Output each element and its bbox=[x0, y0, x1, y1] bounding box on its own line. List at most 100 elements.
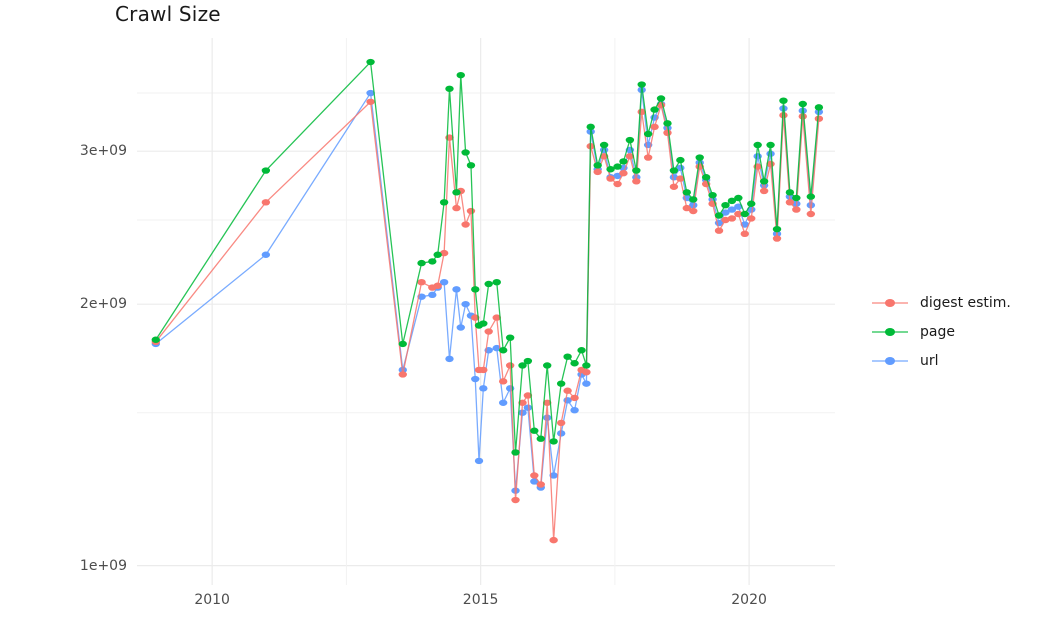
data-point bbox=[785, 189, 795, 196]
data-point bbox=[727, 215, 737, 222]
data-point bbox=[484, 280, 493, 288]
data-point bbox=[556, 430, 566, 437]
data-point bbox=[479, 320, 488, 327]
data-point bbox=[518, 409, 527, 416]
data-point bbox=[625, 136, 635, 144]
data-point bbox=[637, 81, 646, 88]
data-point bbox=[593, 162, 602, 169]
data-point bbox=[650, 106, 659, 113]
data-point bbox=[689, 207, 698, 215]
data-point bbox=[663, 120, 672, 127]
data-point bbox=[714, 227, 724, 234]
data-point bbox=[619, 170, 628, 177]
data-point bbox=[806, 210, 816, 218]
y-tick-label: 1e+09 bbox=[79, 557, 127, 574]
data-point bbox=[549, 438, 558, 445]
data-point bbox=[471, 314, 480, 321]
data-point bbox=[593, 168, 602, 176]
data-point bbox=[708, 191, 717, 199]
data-point bbox=[721, 201, 730, 209]
data-point bbox=[366, 98, 375, 105]
data-point bbox=[523, 404, 533, 411]
data-point bbox=[417, 259, 426, 267]
data-point bbox=[479, 366, 488, 374]
legend-dot bbox=[885, 356, 895, 365]
data-point bbox=[452, 204, 461, 212]
data-point bbox=[261, 167, 271, 174]
x-tick-label: 2010 bbox=[194, 592, 230, 608]
page-title: Crawl Size bbox=[115, 2, 221, 26]
data-point bbox=[511, 496, 520, 504]
data-point bbox=[682, 189, 692, 196]
data-point bbox=[461, 300, 470, 308]
data-point bbox=[669, 174, 679, 181]
legend-item-digest-estim[interactable]: digest estim. bbox=[872, 288, 1052, 317]
data-point bbox=[689, 201, 698, 209]
data-point bbox=[701, 174, 711, 181]
data-point bbox=[570, 360, 579, 367]
data-point bbox=[549, 472, 558, 479]
series-digest-estim- bbox=[151, 98, 824, 544]
data-point bbox=[753, 141, 762, 149]
data-point bbox=[582, 368, 591, 376]
data-point bbox=[606, 166, 615, 173]
data-point bbox=[428, 291, 437, 299]
data-point bbox=[471, 375, 480, 383]
data-point bbox=[466, 207, 476, 215]
data-point bbox=[433, 282, 442, 289]
legend-key-digest-estim-icon bbox=[872, 294, 908, 312]
data-point bbox=[727, 197, 737, 205]
legend-dot bbox=[885, 298, 895, 307]
data-point bbox=[523, 357, 533, 365]
data-point bbox=[543, 414, 552, 421]
data-point bbox=[452, 286, 461, 293]
data-point bbox=[734, 203, 743, 210]
data-point bbox=[632, 178, 641, 185]
legend-key-url-icon bbox=[872, 352, 908, 370]
data-point bbox=[798, 100, 807, 108]
data-point bbox=[792, 206, 801, 213]
data-point bbox=[530, 478, 539, 485]
data-point bbox=[721, 209, 730, 216]
data-point bbox=[695, 154, 704, 161]
legend-item-page[interactable]: page bbox=[872, 317, 1052, 346]
y-axis-tick-labels: 1e+09 2e+09 3e+09 bbox=[55, 0, 127, 639]
data-point bbox=[599, 141, 609, 149]
data-point bbox=[461, 149, 470, 156]
data-point bbox=[445, 85, 454, 92]
data-point bbox=[682, 204, 692, 212]
data-point bbox=[814, 115, 824, 122]
data-point bbox=[439, 249, 449, 257]
data-point bbox=[563, 353, 572, 360]
data-point bbox=[759, 187, 769, 195]
data-point bbox=[461, 221, 470, 228]
data-point bbox=[792, 194, 801, 202]
data-point bbox=[772, 225, 782, 233]
data-point bbox=[549, 536, 558, 544]
data-point bbox=[492, 278, 501, 286]
data-point bbox=[428, 258, 437, 265]
data-point bbox=[663, 129, 672, 137]
data-point bbox=[779, 97, 788, 104]
data-point bbox=[398, 340, 407, 348]
legend-item-url[interactable]: url bbox=[872, 346, 1052, 375]
y-tick-label: 3e+09 bbox=[79, 143, 127, 160]
data-point bbox=[479, 385, 488, 392]
data-point bbox=[689, 196, 698, 203]
data-point bbox=[606, 175, 615, 182]
data-point bbox=[498, 378, 508, 385]
data-point bbox=[613, 163, 622, 170]
data-point bbox=[433, 251, 442, 258]
data-point bbox=[492, 314, 501, 321]
data-point bbox=[484, 328, 493, 335]
data-point bbox=[366, 58, 375, 66]
data-point bbox=[151, 336, 160, 343]
data-point bbox=[632, 167, 641, 174]
data-point bbox=[814, 104, 824, 111]
data-point bbox=[543, 399, 552, 406]
data-point bbox=[759, 178, 769, 185]
data-point bbox=[452, 189, 461, 196]
data-point bbox=[740, 230, 749, 238]
data-point bbox=[474, 457, 484, 465]
